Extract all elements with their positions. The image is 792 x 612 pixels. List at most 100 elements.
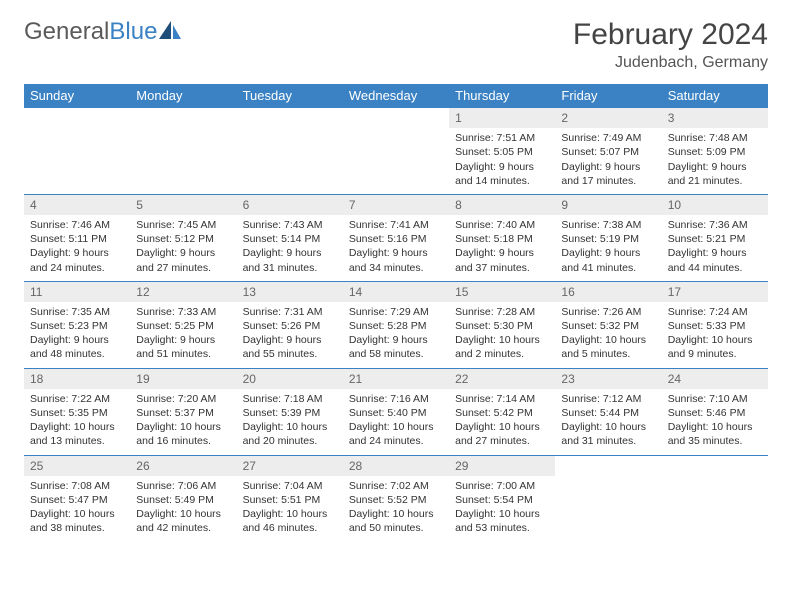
- daylight-text-1: Daylight: 10 hours: [30, 507, 124, 521]
- day-number: 20: [237, 369, 343, 389]
- week-row: 25Sunrise: 7:08 AMSunset: 5:47 PMDayligh…: [24, 455, 768, 541]
- daylight-text-2: and 34 minutes.: [349, 261, 443, 275]
- day-number: 9: [555, 195, 661, 215]
- day-cell: [555, 455, 661, 541]
- sunrise-text: Sunrise: 7:28 AM: [455, 305, 549, 319]
- daylight-text-2: and 2 minutes.: [455, 347, 549, 361]
- logo-text: GeneralBlue: [24, 18, 157, 46]
- day-number: 2: [555, 108, 661, 128]
- daylight-text-1: Daylight: 9 hours: [136, 246, 230, 260]
- daylight-text-1: Daylight: 9 hours: [349, 246, 443, 260]
- sunrise-text: Sunrise: 7:29 AM: [349, 305, 443, 319]
- sunset-text: Sunset: 5:39 PM: [243, 406, 337, 420]
- day-cell: 1Sunrise: 7:51 AMSunset: 5:05 PMDaylight…: [449, 108, 555, 195]
- day-number: 4: [24, 195, 130, 215]
- daylight-text-1: Daylight: 10 hours: [136, 507, 230, 521]
- sunset-text: Sunset: 5:32 PM: [561, 319, 655, 333]
- week-row: 1Sunrise: 7:51 AMSunset: 5:05 PMDaylight…: [24, 108, 768, 195]
- sunset-text: Sunset: 5:44 PM: [561, 406, 655, 420]
- day-body: Sunrise: 7:28 AMSunset: 5:30 PMDaylight:…: [449, 302, 555, 368]
- daylight-text-2: and 35 minutes.: [668, 434, 762, 448]
- daylight-text-2: and 27 minutes.: [136, 261, 230, 275]
- sunrise-text: Sunrise: 7:48 AM: [668, 131, 762, 145]
- daylight-text-2: and 38 minutes.: [30, 521, 124, 535]
- location: Judenbach, Germany: [573, 54, 768, 72]
- day-number: 1: [449, 108, 555, 128]
- daylight-text-1: Daylight: 9 hours: [561, 160, 655, 174]
- sunrise-text: Sunrise: 7:02 AM: [349, 479, 443, 493]
- day-number: 14: [343, 282, 449, 302]
- day-body: Sunrise: 7:00 AMSunset: 5:54 PMDaylight:…: [449, 476, 555, 542]
- day-cell: [130, 108, 236, 195]
- daylight-text-2: and 48 minutes.: [30, 347, 124, 361]
- daylight-text-2: and 41 minutes.: [561, 261, 655, 275]
- daylight-text-1: Daylight: 10 hours: [455, 507, 549, 521]
- daylight-text-1: Daylight: 9 hours: [30, 246, 124, 260]
- day-body: Sunrise: 7:18 AMSunset: 5:39 PMDaylight:…: [237, 389, 343, 455]
- sunrise-text: Sunrise: 7:35 AM: [30, 305, 124, 319]
- daylight-text-1: Daylight: 10 hours: [136, 420, 230, 434]
- day-number: 22: [449, 369, 555, 389]
- day-number: 29: [449, 456, 555, 476]
- day-body: Sunrise: 7:51 AMSunset: 5:05 PMDaylight:…: [449, 128, 555, 194]
- day-body: Sunrise: 7:22 AMSunset: 5:35 PMDaylight:…: [24, 389, 130, 455]
- week-row: 4Sunrise: 7:46 AMSunset: 5:11 PMDaylight…: [24, 194, 768, 281]
- day-number: 3: [662, 108, 768, 128]
- day-cell: 28Sunrise: 7:02 AMSunset: 5:52 PMDayligh…: [343, 455, 449, 541]
- day-cell: 3Sunrise: 7:48 AMSunset: 5:09 PMDaylight…: [662, 108, 768, 195]
- sunrise-text: Sunrise: 7:41 AM: [349, 218, 443, 232]
- day-body: Sunrise: 7:14 AMSunset: 5:42 PMDaylight:…: [449, 389, 555, 455]
- day-body: Sunrise: 7:12 AMSunset: 5:44 PMDaylight:…: [555, 389, 661, 455]
- day-number: 25: [24, 456, 130, 476]
- day-number: 24: [662, 369, 768, 389]
- daylight-text-1: Daylight: 10 hours: [243, 507, 337, 521]
- daylight-text-2: and 16 minutes.: [136, 434, 230, 448]
- daylight-text-1: Daylight: 10 hours: [349, 507, 443, 521]
- logo: GeneralBlue: [24, 18, 183, 46]
- day-number: 11: [24, 282, 130, 302]
- day-number: 16: [555, 282, 661, 302]
- day-cell: [343, 108, 449, 195]
- day-number: 6: [237, 195, 343, 215]
- title-block: February 2024 Judenbach, Germany: [573, 18, 768, 72]
- sunset-text: Sunset: 5:07 PM: [561, 145, 655, 159]
- daylight-text-1: Daylight: 10 hours: [561, 420, 655, 434]
- sunset-text: Sunset: 5:11 PM: [30, 232, 124, 246]
- daylight-text-1: Daylight: 9 hours: [455, 160, 549, 174]
- day-body: Sunrise: 7:24 AMSunset: 5:33 PMDaylight:…: [662, 302, 768, 368]
- day-cell: 16Sunrise: 7:26 AMSunset: 5:32 PMDayligh…: [555, 281, 661, 368]
- week-row: 18Sunrise: 7:22 AMSunset: 5:35 PMDayligh…: [24, 368, 768, 455]
- daylight-text-1: Daylight: 9 hours: [136, 333, 230, 347]
- sunset-text: Sunset: 5:51 PM: [243, 493, 337, 507]
- daylight-text-2: and 55 minutes.: [243, 347, 337, 361]
- day-cell: 4Sunrise: 7:46 AMSunset: 5:11 PMDaylight…: [24, 194, 130, 281]
- daylight-text-2: and 44 minutes.: [668, 261, 762, 275]
- sunrise-text: Sunrise: 7:10 AM: [668, 392, 762, 406]
- daylight-text-2: and 5 minutes.: [561, 347, 655, 361]
- day-body: Sunrise: 7:35 AMSunset: 5:23 PMDaylight:…: [24, 302, 130, 368]
- sail-icon: [157, 19, 183, 46]
- daylight-text-1: Daylight: 9 hours: [561, 246, 655, 260]
- daylight-text-1: Daylight: 9 hours: [668, 246, 762, 260]
- sunrise-text: Sunrise: 7:16 AM: [349, 392, 443, 406]
- day-cell: 21Sunrise: 7:16 AMSunset: 5:40 PMDayligh…: [343, 368, 449, 455]
- day-cell: [662, 455, 768, 541]
- month-title: February 2024: [573, 18, 768, 52]
- day-cell: [237, 108, 343, 195]
- daylight-text-1: Daylight: 10 hours: [30, 420, 124, 434]
- sunset-text: Sunset: 5:16 PM: [349, 232, 443, 246]
- daylight-text-1: Daylight: 9 hours: [30, 333, 124, 347]
- sunrise-text: Sunrise: 7:22 AM: [30, 392, 124, 406]
- header: GeneralBlue February 2024 Judenbach, Ger…: [24, 18, 768, 72]
- sunrise-text: Sunrise: 7:43 AM: [243, 218, 337, 232]
- day-header-tuesday: Tuesday: [237, 84, 343, 108]
- day-cell: 6Sunrise: 7:43 AMSunset: 5:14 PMDaylight…: [237, 194, 343, 281]
- sunset-text: Sunset: 5:19 PM: [561, 232, 655, 246]
- daylight-text-2: and 21 minutes.: [668, 174, 762, 188]
- day-number: 5: [130, 195, 236, 215]
- day-header-friday: Friday: [555, 84, 661, 108]
- daylight-text-1: Daylight: 10 hours: [455, 420, 549, 434]
- day-body: Sunrise: 7:26 AMSunset: 5:32 PMDaylight:…: [555, 302, 661, 368]
- day-cell: 15Sunrise: 7:28 AMSunset: 5:30 PMDayligh…: [449, 281, 555, 368]
- daylight-text-1: Daylight: 9 hours: [455, 246, 549, 260]
